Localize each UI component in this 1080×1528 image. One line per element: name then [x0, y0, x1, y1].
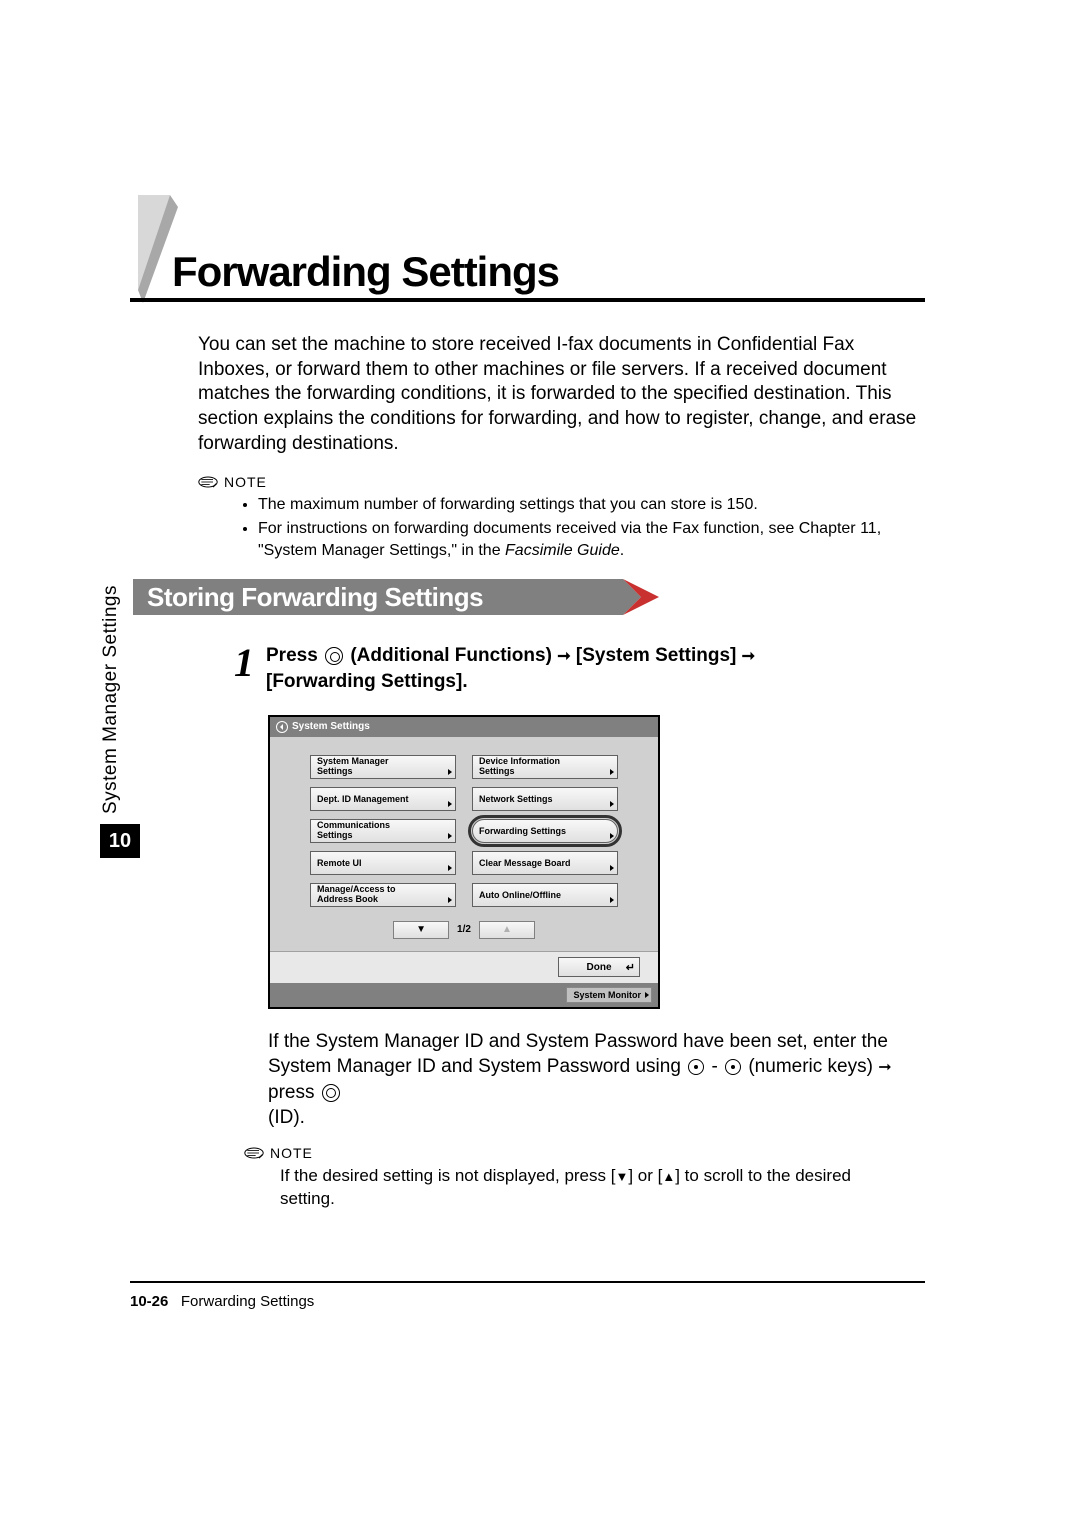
pager-up-button[interactable]: ▲ — [479, 921, 535, 939]
down-triangle-icon: ▼ — [615, 1169, 628, 1184]
arrow-right-icon: ➞ — [742, 648, 755, 665]
note-block: NOTE The maximum number of forwarding se… — [198, 474, 940, 561]
ss-btn-label: Forwarding Settings — [479, 826, 566, 836]
step-text-part: Press — [266, 645, 323, 666]
ss-btn-label: System Manager Settings — [317, 757, 389, 777]
numeric-key-icon — [725, 1059, 741, 1075]
system-settings-screenshot: System Settings System Manager Settings … — [268, 715, 660, 1009]
numeric-key-icon — [688, 1059, 704, 1075]
note-icon — [244, 1146, 264, 1160]
note-label: NOTE — [270, 1145, 313, 1161]
step-text-part: [Forwarding Settings]. — [266, 671, 468, 692]
ss-header: System Settings — [270, 717, 658, 737]
chapter-tab-number: 10 — [100, 824, 140, 858]
arrow-right-icon: ➞ — [878, 1059, 891, 1076]
ss-btn-label: Clear Message Board — [479, 858, 571, 868]
chapter-tab: System Manager Settings 10 — [100, 585, 140, 858]
ss-btn-label: Communications Settings — [317, 821, 390, 841]
note-item: The maximum number of forwarding setting… — [258, 494, 938, 516]
subheading-bar: Storing Forwarding Settings — [133, 579, 940, 615]
footer-rule — [130, 1281, 925, 1283]
note-block-2: NOTE If the desired setting is not displ… — [244, 1145, 940, 1211]
pager-down-button[interactable]: ▼ — [393, 921, 449, 939]
chapter-tab-label: System Manager Settings — [100, 585, 122, 814]
step-number: 1 — [234, 643, 254, 694]
ss-btn-label: Auto Online/Offline — [479, 890, 561, 900]
note-icon — [198, 475, 218, 489]
ss-btn-label: Remote UI — [317, 858, 362, 868]
note-item-italic: Facsimile Guide — [505, 542, 620, 559]
step-1: 1 Press (Additional Functions) ➞ [System… — [234, 643, 940, 694]
text-part: press — [268, 1082, 320, 1103]
text-part: (numeric keys) — [743, 1056, 878, 1077]
ss-btn-remote-ui[interactable]: Remote UI — [310, 851, 456, 875]
ss-btn-label: Manage/Access to Address Book — [317, 885, 396, 905]
ss-btn-communications[interactable]: Communications Settings — [310, 819, 456, 843]
ss-btn-label: Device Information Settings — [479, 757, 560, 777]
title-block: Forwarding Settings — [130, 195, 940, 305]
ss-btn-system-manager[interactable]: System Manager Settings — [310, 755, 456, 779]
arrow-right-icon: ➞ — [557, 648, 570, 665]
back-icon — [276, 721, 288, 733]
step-text-part: (Additional Functions) — [345, 645, 557, 666]
ss-btn-forwarding-settings[interactable]: Forwarding Settings — [472, 819, 618, 843]
step-instruction: Press (Additional Functions) ➞ [System S… — [266, 643, 755, 694]
text-part: If the desired setting is not displayed,… — [280, 1166, 615, 1185]
done-button-label: Done — [587, 962, 612, 973]
ss-btn-label: Network Settings — [479, 794, 553, 804]
step-text-part: [System Settings] — [571, 645, 742, 666]
note-item-text: . — [620, 542, 624, 559]
ss-btn-network[interactable]: Network Settings — [472, 787, 618, 811]
ss-btn-label: Dept. ID Management — [317, 794, 409, 804]
subheading-arrow-icon — [623, 579, 659, 615]
text-part: - — [706, 1056, 723, 1077]
id-key-icon — [322, 1084, 340, 1102]
pager-text: 1/2 — [453, 924, 475, 935]
text-part: ] or [ — [628, 1166, 662, 1185]
subheading-text: Storing Forwarding Settings — [133, 579, 623, 615]
step-followup-text: If the System Manager ID and System Pass… — [268, 1029, 918, 1132]
up-triangle-icon: ▲ — [662, 1169, 675, 1184]
note-list: The maximum number of forwarding setting… — [258, 494, 938, 561]
page-footer: 10-26 Forwarding Settings — [130, 1293, 940, 1310]
ss-btn-device-info[interactable]: Device Information Settings — [472, 755, 618, 779]
system-monitor-button[interactable]: System Monitor — [566, 987, 652, 1003]
intro-paragraph: You can set the machine to store receive… — [198, 333, 918, 456]
ss-btn-dept-id[interactable]: Dept. ID Management — [310, 787, 456, 811]
ss-btn-auto-online[interactable]: Auto Online/Offline — [472, 883, 618, 907]
additional-functions-key-icon — [325, 647, 343, 665]
system-monitor-label: System Monitor — [573, 990, 641, 1000]
ss-btn-clear-msg[interactable]: Clear Message Board — [472, 851, 618, 875]
footer-title: Forwarding Settings — [181, 1293, 314, 1310]
done-button[interactable]: Done↵ — [558, 957, 640, 977]
note-item: For instructions on forwarding documents… — [258, 518, 938, 561]
ss-title: System Settings — [292, 721, 370, 732]
note-label: NOTE — [224, 474, 267, 490]
text-part: (ID). — [268, 1107, 305, 1128]
page-number: 10-26 — [130, 1293, 168, 1310]
page-title: Forwarding Settings — [172, 248, 559, 296]
title-rule — [130, 298, 925, 302]
ss-btn-address-book[interactable]: Manage/Access to Address Book — [310, 883, 456, 907]
note-2-text: If the desired setting is not displayed,… — [280, 1165, 900, 1211]
